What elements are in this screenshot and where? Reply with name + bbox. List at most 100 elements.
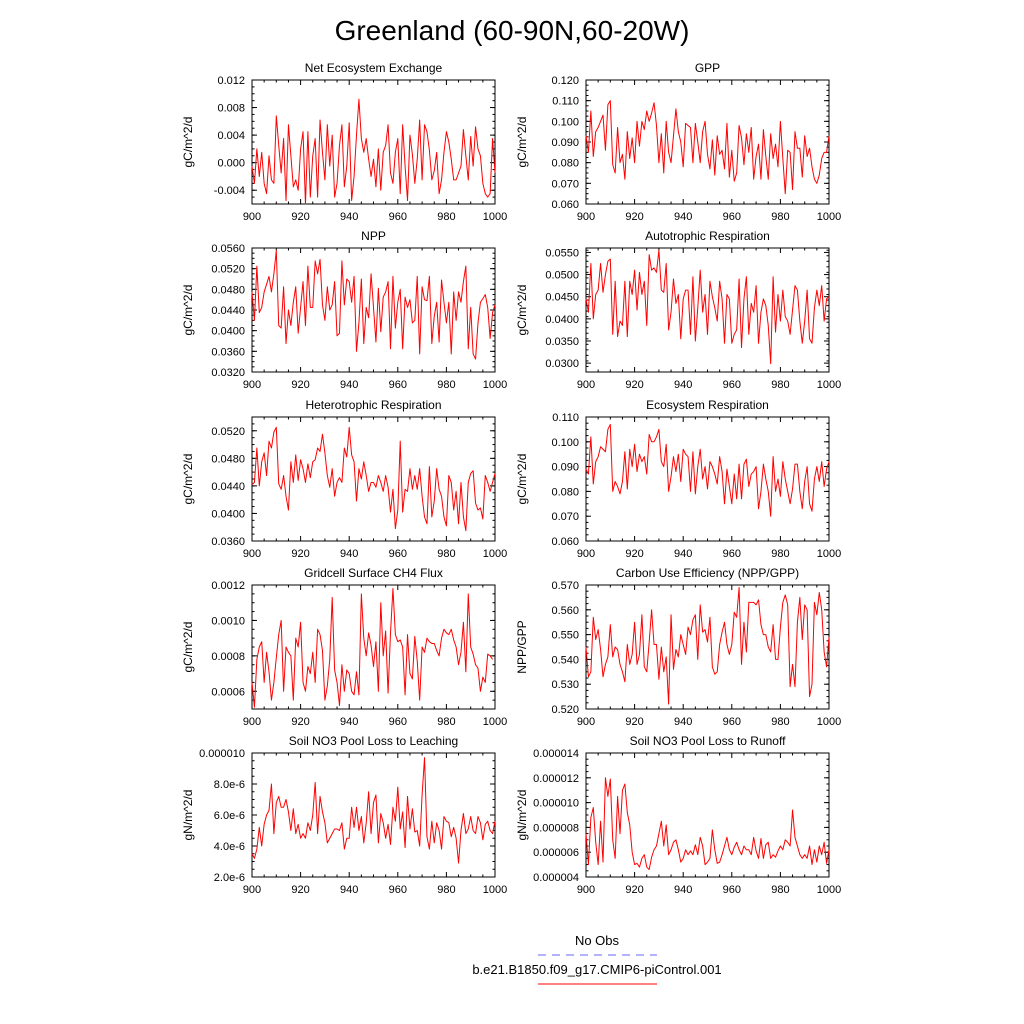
y-tick-label: 0.0300: [545, 358, 579, 370]
x-tick-label: 920: [625, 548, 643, 560]
x-tick-label: 940: [674, 548, 692, 560]
panel-5: 900 920 940 960 980 1000 0.060 0.070 0.080 0.090 0…: [515, 398, 841, 560]
x-tick-label: 900: [243, 716, 261, 728]
x-tick-label: 1000: [483, 379, 507, 391]
y-tick-label: 0.000004: [533, 872, 579, 884]
x-tick-label: 900: [243, 211, 261, 223]
panel-title: Carbon Use Efficiency (NPP/GPP): [616, 566, 799, 580]
y-tick-label: 0.012: [217, 75, 245, 87]
x-tick-label: 960: [723, 716, 741, 728]
series-line: [585, 777, 830, 871]
y-tick-label: 8.0e-6: [214, 779, 245, 791]
x-tick-label: 1000: [817, 716, 841, 728]
y-tick-label: 0.0012: [211, 580, 245, 592]
y-axis-label: gC/m^2/d: [515, 285, 529, 336]
y-tick-label: 0.0006: [211, 686, 245, 698]
panel-title: Autotrophic Respiration: [645, 229, 770, 243]
y-tick-label: 0.0520: [211, 264, 245, 276]
x-tick-label: 920: [625, 716, 643, 728]
x-tick-label: 940: [674, 716, 692, 728]
y-tick-label: 0.0550: [545, 247, 579, 259]
y-tick-label: 0.0500: [545, 270, 579, 282]
x-tick-label: 900: [577, 884, 595, 896]
y-tick-label: 0.000: [217, 158, 245, 170]
y-tick-label: 0.000014: [533, 748, 579, 760]
x-tick-label: 980: [771, 211, 789, 223]
y-tick-label: 0.000006: [533, 847, 579, 859]
x-tick-label: 980: [437, 884, 455, 896]
y-tick-label: 4.0e-6: [214, 841, 245, 853]
x-tick-label: 900: [243, 884, 261, 896]
x-tick-label: 980: [437, 548, 455, 560]
x-tick-label: 1000: [817, 884, 841, 896]
y-tick-label: 0.0400: [211, 508, 245, 520]
legend-label-model: b.e21.B1850.f09_g17.CMIP6-piControl.001: [472, 962, 721, 977]
x-tick-label: 900: [577, 716, 595, 728]
series-line: [585, 249, 830, 365]
y-axis-label: NPP/GPP: [515, 620, 529, 673]
y-tick-label: 0.0520: [211, 426, 245, 438]
x-tick-label: 1000: [817, 211, 841, 223]
y-axis-label: gC/m^2/d: [181, 285, 195, 336]
y-tick-label: 0.530: [551, 679, 579, 691]
x-tick-label: 920: [625, 379, 643, 391]
y-tick-label: 6.0e-6: [214, 810, 245, 822]
y-tick-label: 0.080: [551, 486, 579, 498]
y-axis-label: gN/m^2/d: [181, 790, 195, 841]
x-tick-label: 960: [723, 379, 741, 391]
x-tick-label: 920: [291, 716, 309, 728]
y-tick-label: 0.070: [551, 511, 579, 523]
y-tick-label: 0.520: [551, 704, 579, 716]
x-tick-label: 960: [389, 211, 407, 223]
x-tick-label: 900: [577, 211, 595, 223]
x-tick-label: 920: [291, 379, 309, 391]
y-tick-label: 0.0450: [545, 292, 579, 304]
x-tick-label: 940: [340, 884, 358, 896]
panel-2: 900 920 940 960 980 1000 0.0320 0.0360 0.0400 0.0…: [181, 229, 507, 391]
x-tick-label: 960: [723, 211, 741, 223]
x-tick-label: 900: [243, 548, 261, 560]
panel-7: 900 920 940 960 980 1000 0.520 0.530 0.540 0.550 0…: [515, 566, 841, 728]
series-line: [585, 586, 830, 705]
panel-title: Soil NO3 Pool Loss to Leaching: [289, 734, 458, 748]
x-tick-label: 960: [723, 548, 741, 560]
x-tick-label: 980: [437, 211, 455, 223]
y-tick-label: 0.090: [551, 137, 579, 149]
series-line: [251, 98, 496, 205]
panel-title: GPP: [695, 61, 720, 75]
x-tick-label: 960: [389, 716, 407, 728]
series-line: [251, 588, 493, 708]
y-tick-label: 0.0400: [545, 314, 579, 326]
x-tick-label: 900: [577, 379, 595, 391]
series-line: [251, 250, 496, 360]
y-tick-label: 0.0350: [545, 336, 579, 348]
y-tick-label: 0.080: [551, 158, 579, 170]
panel-title: Heterotrophic Respiration: [305, 398, 441, 412]
y-tick-label: 0.120: [551, 75, 579, 87]
y-tick-label: 0.0440: [211, 305, 245, 317]
x-tick-label: 980: [437, 379, 455, 391]
x-tick-label: 920: [625, 884, 643, 896]
y-tick-label: 0.0360: [211, 536, 245, 548]
x-tick-label: 1000: [483, 548, 507, 560]
x-tick-label: 940: [674, 379, 692, 391]
panel-title: Net Ecosystem Exchange: [305, 61, 443, 75]
y-tick-label: 0.000008: [533, 822, 579, 834]
y-tick-label: 0.0480: [211, 453, 245, 465]
y-tick-label: 2.0e-6: [214, 872, 245, 884]
y-tick-label: 0.060: [551, 536, 579, 548]
x-tick-label: 920: [291, 884, 309, 896]
y-tick-label: 0.100: [551, 437, 579, 449]
legend: No Obs b.e21.B1850.f09_g17.CMIP6-piContr…: [472, 933, 722, 985]
y-tick-label: 0.000012: [533, 773, 579, 785]
x-tick-label: 1000: [483, 211, 507, 223]
x-tick-label: 940: [674, 211, 692, 223]
y-axis-label: gN/m^2/d: [515, 790, 529, 841]
x-tick-label: 1000: [483, 884, 507, 896]
x-tick-label: 980: [437, 716, 455, 728]
x-tick-label: 960: [389, 548, 407, 560]
panel-0: 900 920 940 960 980 1000 -0.004 0.000 0.004 0.008…: [181, 61, 507, 223]
plot-frame: [251, 584, 496, 710]
y-tick-label: 0.000010: [533, 798, 579, 810]
legend-label-obs: No Obs: [575, 933, 620, 948]
